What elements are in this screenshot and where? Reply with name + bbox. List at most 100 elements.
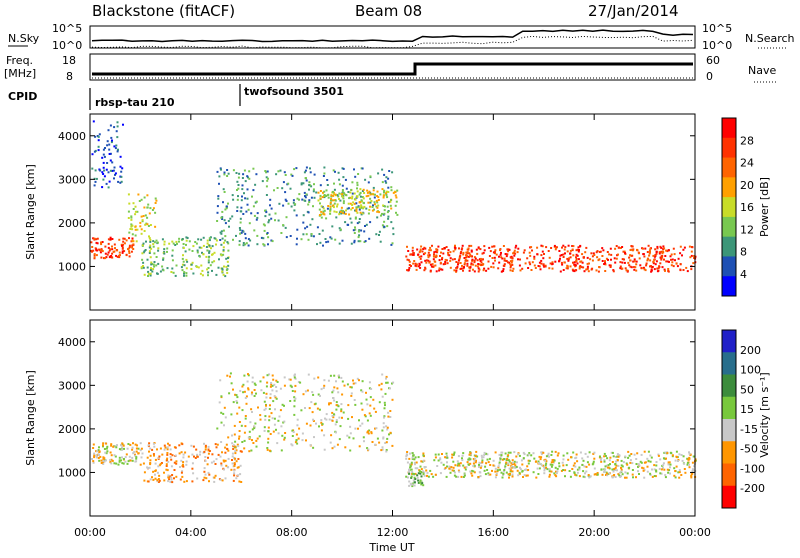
heatmap-cell <box>568 257 571 260</box>
heatmap-cell <box>367 432 370 435</box>
y-tick-label: 4000 <box>58 130 86 143</box>
heatmap-cell <box>239 389 242 392</box>
heatmap-cell <box>308 181 311 184</box>
heatmap-cell <box>473 464 476 467</box>
heatmap-cell <box>283 420 286 423</box>
heatmap-cell <box>91 246 94 248</box>
heatmap-cell <box>128 250 131 253</box>
heatmap-cell <box>248 177 251 180</box>
heatmap-cell <box>253 229 256 232</box>
heatmap-cell <box>110 255 113 257</box>
heatmap-cell <box>422 454 425 457</box>
heatmap-cell <box>351 195 354 198</box>
heatmap-cell <box>501 257 504 260</box>
heatmap-cell <box>252 442 255 444</box>
x-tick-label: 20:00 <box>578 526 610 539</box>
heatmap-cell <box>381 212 383 215</box>
heatmap-cell <box>509 266 512 269</box>
heatmap-cell <box>478 268 481 271</box>
heatmap-cell <box>282 181 285 184</box>
heatmap-cell <box>377 204 380 207</box>
heatmap-cell <box>468 453 471 456</box>
heatmap-cell <box>614 463 617 465</box>
heatmap-cell <box>242 173 245 176</box>
heatmap-cell <box>101 156 104 159</box>
heatmap-cell <box>474 257 477 260</box>
heatmap-cell <box>248 437 251 440</box>
heatmap-cell <box>226 175 229 177</box>
heatmap-cell <box>513 462 516 465</box>
heatmap-cell <box>131 448 134 451</box>
heatmap-cell <box>263 429 266 432</box>
heatmap-cell <box>368 429 371 432</box>
heatmap-cell <box>247 176 249 179</box>
heatmap-cell <box>507 454 510 457</box>
heatmap-cell <box>327 379 330 382</box>
heatmap-cell <box>389 416 392 418</box>
heatmap-cell <box>550 454 553 456</box>
heatmap-cell <box>112 169 115 172</box>
heatmap-cell <box>275 428 277 431</box>
heatmap-cell <box>262 376 265 379</box>
x-tick-label: 00:00 <box>679 526 711 539</box>
heatmap-cell <box>257 406 259 409</box>
heatmap-cell <box>369 201 372 204</box>
heatmap-cell <box>538 455 541 458</box>
heatmap-cell <box>142 215 145 217</box>
heatmap-cell <box>504 462 507 465</box>
heatmap-cell <box>617 473 620 476</box>
heatmap-cell <box>312 393 315 396</box>
heatmap-cell <box>462 251 465 254</box>
heatmap-cell <box>296 197 299 200</box>
heatmap-cell <box>650 268 653 271</box>
heatmap-cell <box>295 214 298 217</box>
heatmap-cell <box>685 266 688 269</box>
heatmap-cell <box>196 477 199 480</box>
heatmap-cell <box>99 251 102 254</box>
heatmap-cell <box>180 459 183 462</box>
heatmap-cell <box>408 260 411 263</box>
heatmap-cell <box>268 408 271 410</box>
heatmap-cell <box>240 481 243 483</box>
heatmap-cell <box>225 443 228 446</box>
heatmap-cell <box>218 401 221 404</box>
heatmap-cell <box>635 476 637 479</box>
heatmap-cell <box>276 442 279 445</box>
heatmap-cell <box>252 205 255 208</box>
heatmap-cell <box>642 247 645 250</box>
colorbar-tick-label: 4 <box>740 268 747 281</box>
heatmap-cell <box>538 265 541 268</box>
heatmap-cell <box>555 475 558 478</box>
heatmap-cell <box>444 261 447 263</box>
heatmap-cell <box>279 169 282 172</box>
heatmap-cell <box>407 476 409 479</box>
heatmap-cell <box>335 404 338 407</box>
heatmap-cell <box>356 181 359 184</box>
heatmap-cell <box>689 453 692 456</box>
heatmap-cell <box>101 241 104 243</box>
heatmap-cell <box>218 182 220 185</box>
heatmap-cell <box>646 465 649 468</box>
heatmap-cell <box>444 456 447 459</box>
heatmap-cell <box>304 199 307 202</box>
heatmap-cell <box>633 266 636 268</box>
heatmap-cell <box>483 454 486 456</box>
heatmap-cell <box>178 237 181 240</box>
heatmap-cell <box>318 425 320 428</box>
heatmap-cell <box>148 235 150 238</box>
heatmap-cell <box>141 219 144 222</box>
heatmap-cell <box>466 461 469 464</box>
heatmap-cell <box>453 451 456 454</box>
heatmap-cell <box>608 472 611 475</box>
heatmap-cell <box>243 431 246 434</box>
heatmap-cell <box>361 380 364 383</box>
heatmap-cell <box>609 456 612 459</box>
heatmap-cell <box>141 244 144 246</box>
nsky-line <box>91 29 694 43</box>
heatmap-cell <box>152 453 155 456</box>
heatmap-cell <box>192 272 195 275</box>
heatmap-cell <box>430 265 433 268</box>
heatmap-cell <box>664 255 667 257</box>
heatmap-cell <box>653 268 656 271</box>
heatmap-cell <box>480 465 483 468</box>
